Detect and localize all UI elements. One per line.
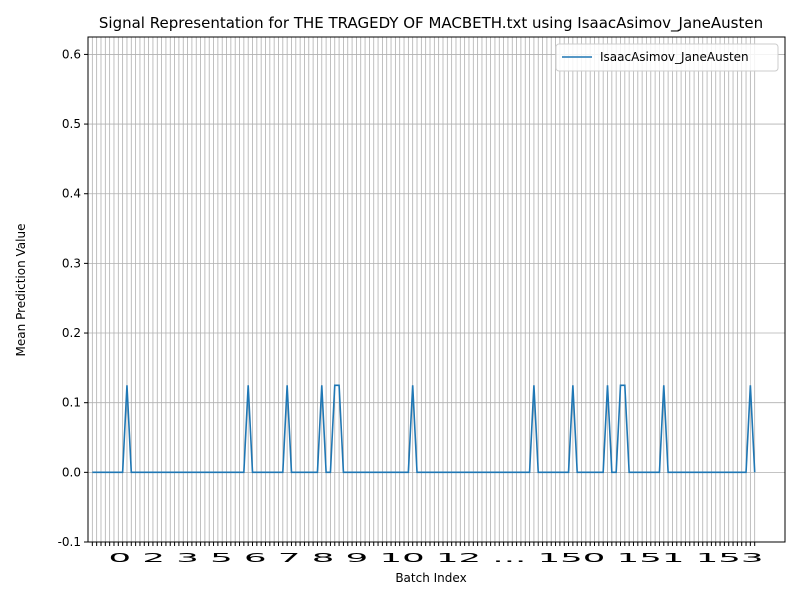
legend-box (555, 43, 779, 72)
x-gridlines (91, 37, 756, 542)
y-tick-label: 0.3 (62, 256, 81, 270)
legend-label: IsaacAsimov_JaneAusten (600, 50, 749, 64)
plot-frame (87, 36, 786, 543)
y-tick-label: -0.1 (58, 535, 81, 549)
x-tick-labels: 0 2 3 5 6 7 8 9 10 12 ... 150 151 153 (109, 551, 764, 565)
x-axis-ticks (91, 542, 756, 546)
y-axis-ticks: -0.1 0.0 0.1 0.2 0.3 0.4 0.5 0.6 (58, 47, 88, 549)
series-line-isaacasimov-janeausten (92, 384, 756, 474)
y-tick-label: 0.2 (62, 326, 81, 340)
y-tick-label: 0.4 (62, 187, 81, 201)
y-tick-label: 0.5 (62, 117, 81, 131)
y-tick-label: 0.0 (62, 465, 81, 479)
chart-title: Signal Representation for THE TRAGEDY OF… (99, 14, 763, 33)
y-tick-label: 0.6 (62, 47, 81, 61)
x-axis-label: Batch Index (395, 571, 466, 585)
y-axis-label: Mean Prediction Value (14, 224, 28, 357)
legend: IsaacAsimov_JaneAusten (555, 43, 779, 72)
y-tick-label: 0.1 (62, 396, 81, 410)
